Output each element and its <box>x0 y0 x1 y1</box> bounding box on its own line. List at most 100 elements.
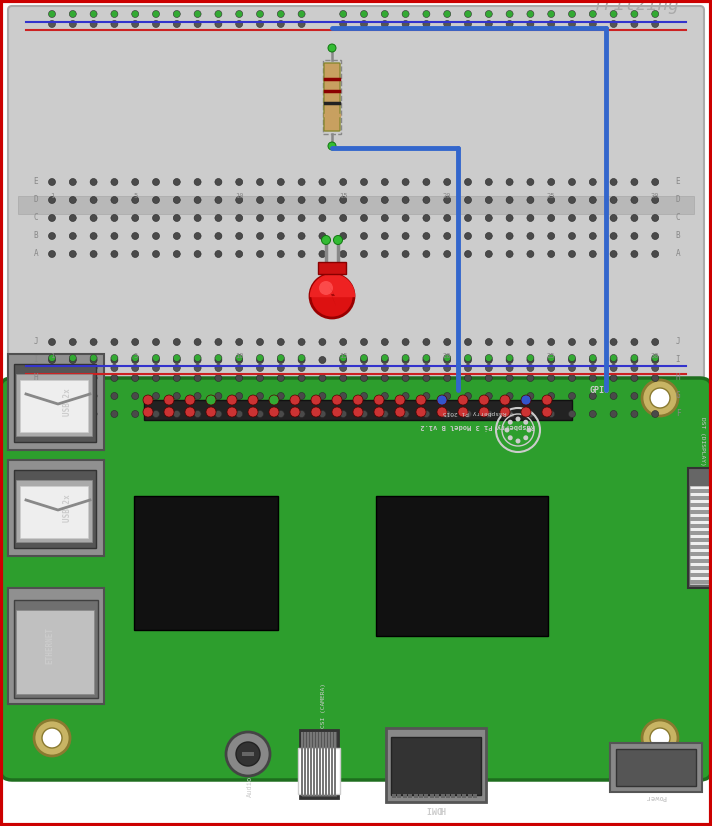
Circle shape <box>48 374 56 382</box>
Text: CSI (CAMERA): CSI (CAMERA) <box>320 683 325 728</box>
Circle shape <box>328 44 336 52</box>
Circle shape <box>340 178 347 186</box>
FancyBboxPatch shape <box>14 600 98 698</box>
Circle shape <box>69 411 76 417</box>
Bar <box>307 732 309 796</box>
Circle shape <box>277 339 284 345</box>
Bar <box>690 552 710 556</box>
Text: USB 2x: USB 2x <box>63 388 73 415</box>
Circle shape <box>340 250 347 258</box>
Circle shape <box>610 357 617 363</box>
Circle shape <box>69 232 76 240</box>
Circle shape <box>382 392 388 400</box>
Circle shape <box>277 374 284 382</box>
Circle shape <box>402 11 409 17</box>
Circle shape <box>548 354 555 362</box>
Circle shape <box>444 215 451 221</box>
Circle shape <box>215 250 222 258</box>
Circle shape <box>548 21 555 27</box>
Circle shape <box>194 21 201 27</box>
Circle shape <box>527 250 534 258</box>
Circle shape <box>486 354 492 362</box>
Circle shape <box>464 197 471 203</box>
Circle shape <box>631 354 638 362</box>
Circle shape <box>256 354 263 362</box>
Circle shape <box>173 411 180 417</box>
Bar <box>144 400 572 420</box>
Circle shape <box>132 11 139 17</box>
Circle shape <box>215 354 222 362</box>
Circle shape <box>651 197 659 203</box>
Circle shape <box>69 374 76 382</box>
Circle shape <box>194 392 201 400</box>
Circle shape <box>527 357 534 363</box>
Circle shape <box>90 11 97 17</box>
Circle shape <box>340 354 347 362</box>
Circle shape <box>568 215 575 221</box>
Circle shape <box>610 411 617 417</box>
Circle shape <box>173 339 180 345</box>
Circle shape <box>651 11 659 17</box>
Circle shape <box>173 215 180 221</box>
Text: Raspberry Pi 3 Model B v1.2: Raspberry Pi 3 Model B v1.2 <box>421 423 535 430</box>
Circle shape <box>340 21 347 27</box>
Circle shape <box>382 374 388 382</box>
Text: 20: 20 <box>443 193 451 199</box>
Circle shape <box>340 374 347 382</box>
Circle shape <box>290 407 300 417</box>
Circle shape <box>215 21 222 27</box>
Circle shape <box>256 374 263 382</box>
Circle shape <box>527 374 534 382</box>
Circle shape <box>631 339 638 345</box>
Circle shape <box>523 435 528 440</box>
Circle shape <box>340 364 347 372</box>
Bar <box>408 794 412 798</box>
Circle shape <box>111 197 118 203</box>
Circle shape <box>256 364 263 372</box>
Circle shape <box>215 215 222 221</box>
Bar <box>451 794 456 798</box>
Circle shape <box>423 21 430 27</box>
Circle shape <box>152 357 159 363</box>
Circle shape <box>423 357 430 363</box>
Circle shape <box>402 232 409 240</box>
Circle shape <box>610 178 617 186</box>
Circle shape <box>542 407 552 417</box>
Circle shape <box>298 411 305 417</box>
Circle shape <box>215 197 222 203</box>
Circle shape <box>90 178 97 186</box>
Bar <box>242 752 254 756</box>
Circle shape <box>277 21 284 27</box>
Circle shape <box>277 392 284 400</box>
Circle shape <box>506 21 513 27</box>
Circle shape <box>298 392 305 400</box>
Circle shape <box>215 232 222 240</box>
Circle shape <box>464 357 471 363</box>
Circle shape <box>521 395 531 405</box>
Bar <box>319 732 321 796</box>
FancyBboxPatch shape <box>20 380 88 432</box>
Circle shape <box>360 250 367 258</box>
Circle shape <box>256 21 263 27</box>
Circle shape <box>48 339 56 345</box>
Circle shape <box>256 250 263 258</box>
Circle shape <box>173 21 180 27</box>
Polygon shape <box>329 286 336 306</box>
Circle shape <box>132 374 139 382</box>
Circle shape <box>423 215 430 221</box>
Text: C: C <box>676 213 680 222</box>
Circle shape <box>152 232 159 240</box>
Circle shape <box>227 407 237 417</box>
Circle shape <box>486 250 492 258</box>
FancyBboxPatch shape <box>14 364 96 442</box>
Circle shape <box>382 11 388 17</box>
Circle shape <box>360 411 367 417</box>
Bar <box>301 732 303 796</box>
Circle shape <box>152 21 159 27</box>
Circle shape <box>423 374 430 382</box>
Circle shape <box>194 215 201 221</box>
Text: D: D <box>676 196 680 205</box>
Circle shape <box>402 21 409 27</box>
Circle shape <box>132 178 139 186</box>
Circle shape <box>444 197 451 203</box>
